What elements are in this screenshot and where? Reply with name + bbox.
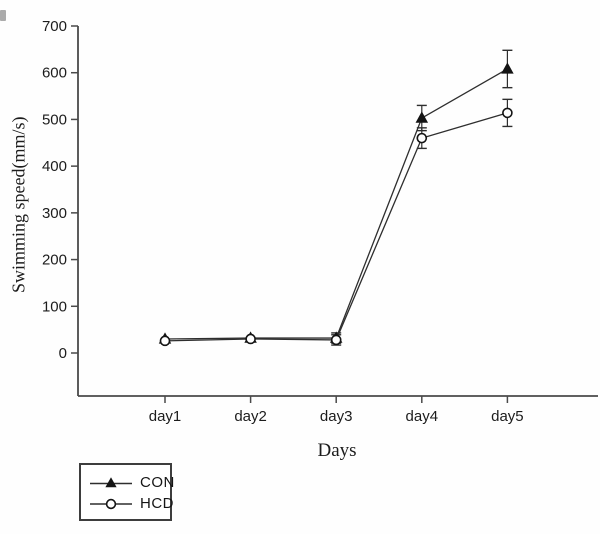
legend-label-con: CON xyxy=(140,474,175,491)
x-tick-label: day3 xyxy=(320,408,353,425)
con-marker-icon xyxy=(89,476,133,490)
x-tick-label: day4 xyxy=(406,408,439,425)
data-point-hcd xyxy=(159,335,171,347)
legend-item-con: CON xyxy=(89,472,174,493)
y-tick-label: 700 xyxy=(42,18,67,35)
data-point-hcd xyxy=(416,132,428,144)
legend: CON HCD xyxy=(79,463,174,521)
y-tick-label: 100 xyxy=(42,298,67,315)
data-point-hcd xyxy=(245,333,256,345)
data-point-con xyxy=(501,62,514,74)
data-point-con xyxy=(415,111,429,123)
x-tick-label: day1 xyxy=(149,408,182,425)
series-line-con xyxy=(164,68,508,340)
y-tick-label: 200 xyxy=(42,252,67,269)
y-tick-label: 0 xyxy=(59,345,67,362)
y-tick-label: 400 xyxy=(42,158,67,175)
legend-label-hcd: HCD xyxy=(140,495,174,512)
y-axis-title: Swimming speed(mm/s) xyxy=(8,116,29,294)
x-axis-title: Days xyxy=(317,440,357,461)
y-tick-label: 300 xyxy=(42,205,67,222)
legend-item-hcd: HCD xyxy=(89,493,174,514)
x-tick-label: day5 xyxy=(491,408,524,425)
x-tick-label: day2 xyxy=(234,408,267,425)
scan-artifact xyxy=(0,10,6,21)
data-point-hcd xyxy=(330,334,342,346)
hcd-marker-icon xyxy=(89,497,133,511)
series-line-hcd xyxy=(164,112,508,342)
y-tick-label: 500 xyxy=(42,111,67,128)
y-tick-label: 600 xyxy=(42,65,67,82)
data-point-hcd xyxy=(502,107,513,119)
